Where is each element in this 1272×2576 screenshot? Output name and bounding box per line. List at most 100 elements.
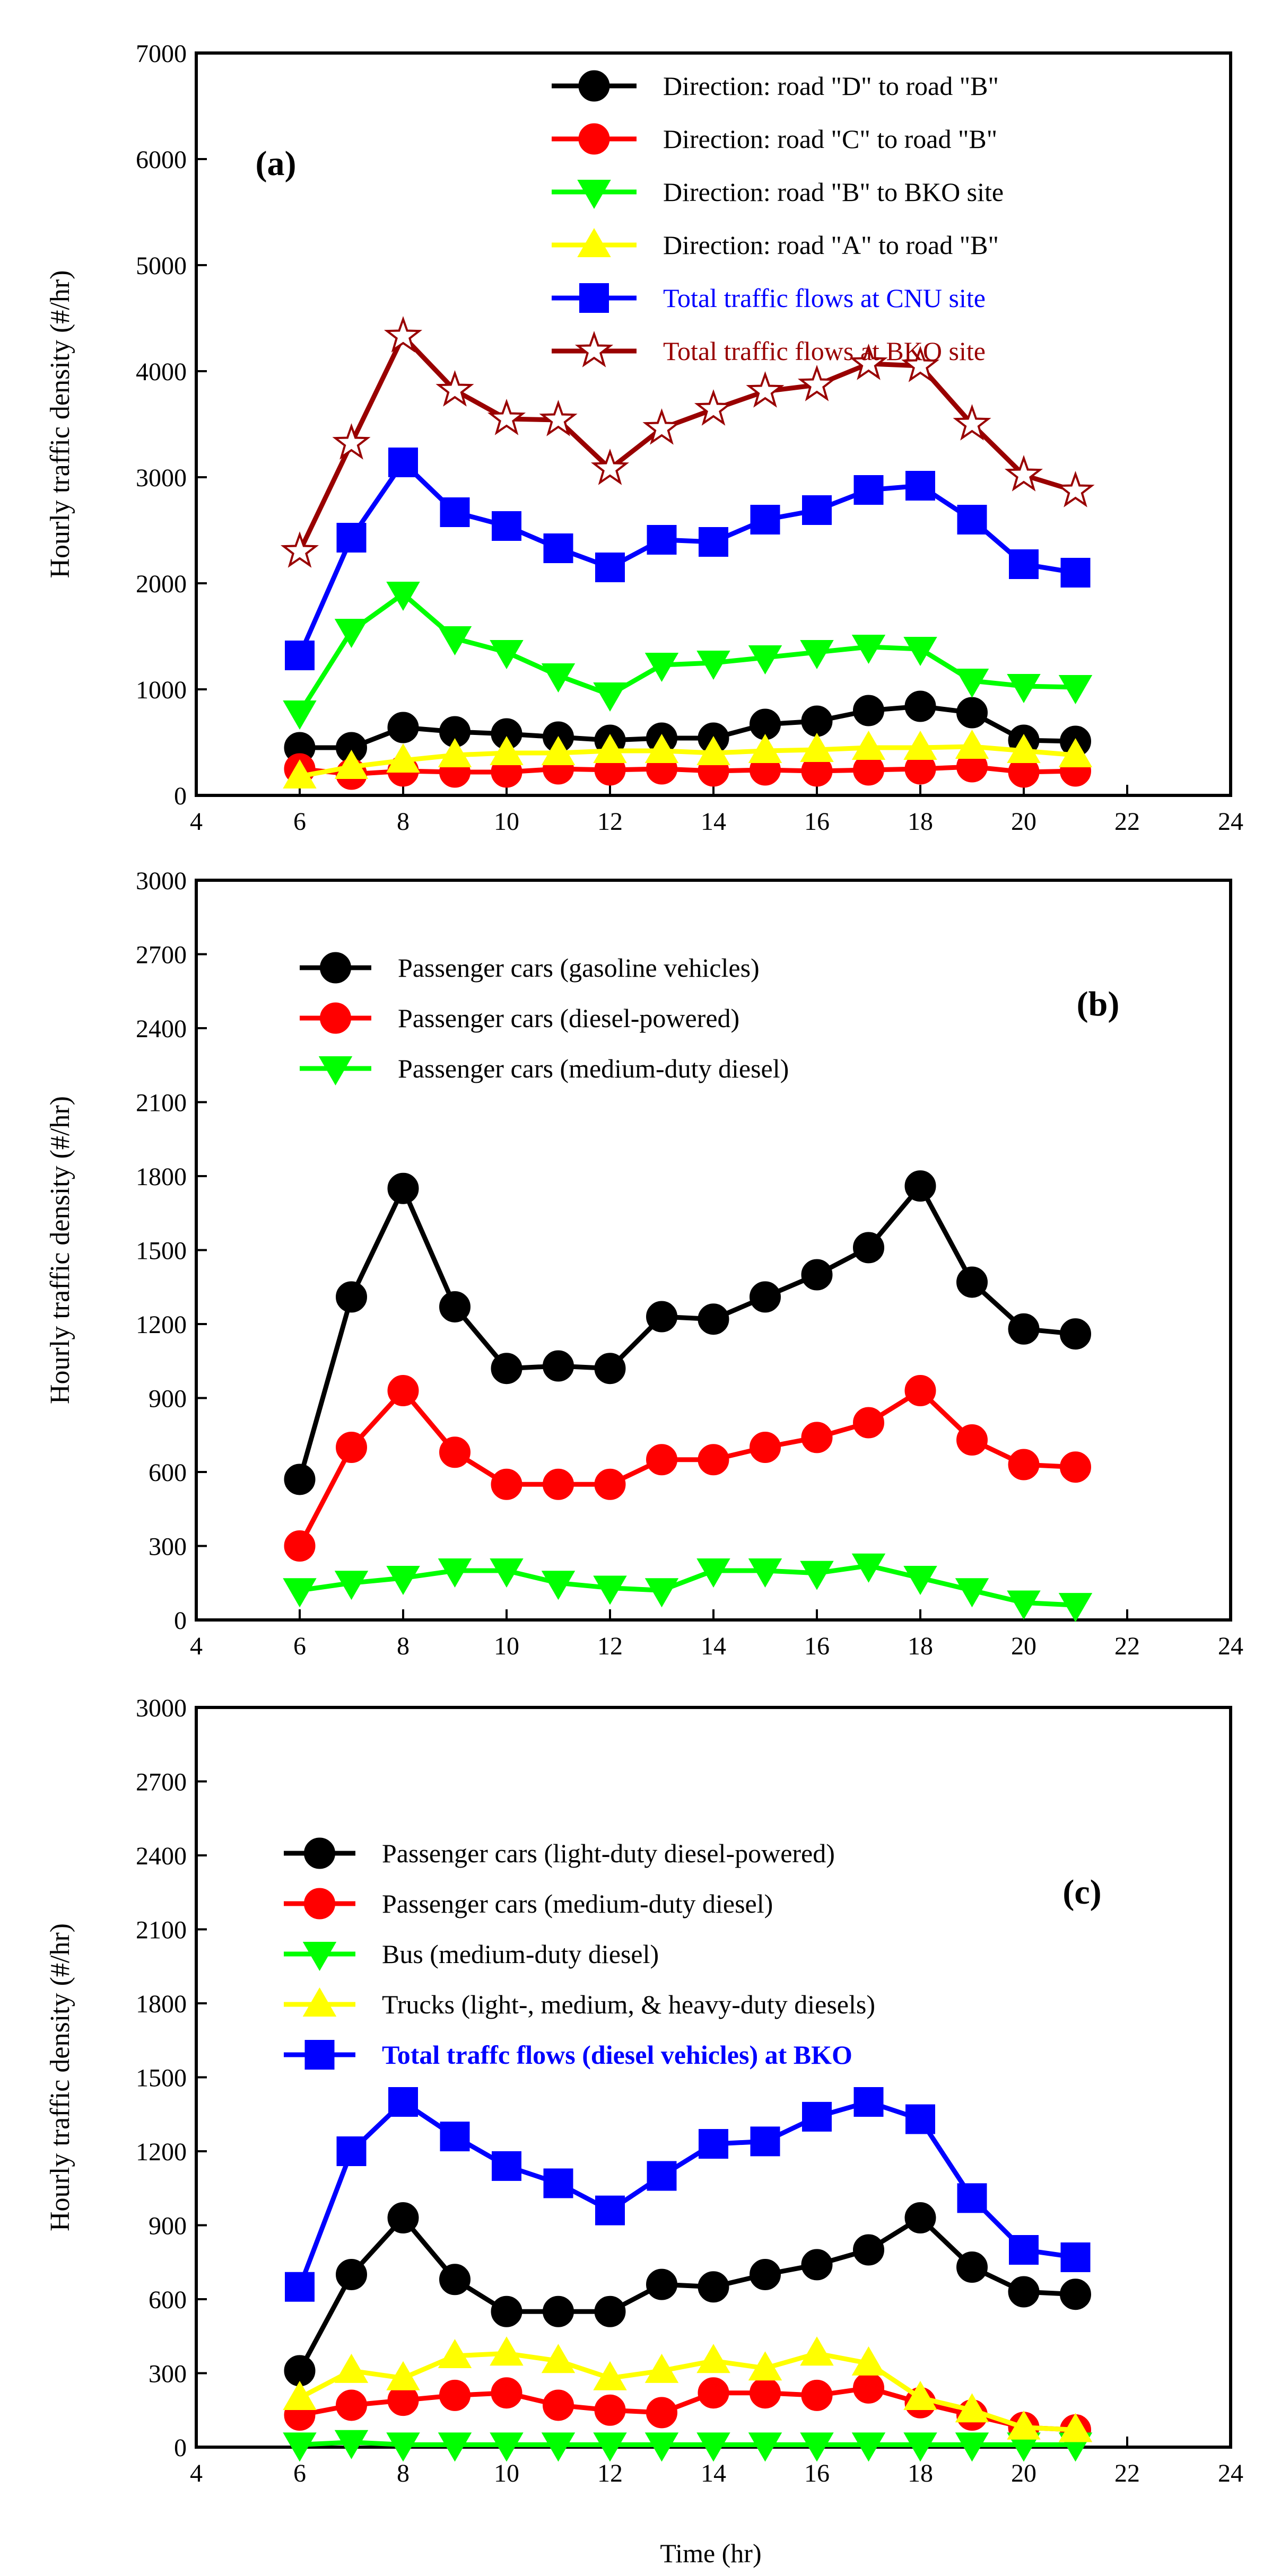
legend-item: Passenger cars (gasoline vehicles) xyxy=(300,952,760,984)
data-point xyxy=(387,712,419,743)
legend-label: Direction: road "C" to road "B" xyxy=(663,124,997,154)
data-point xyxy=(440,2122,470,2152)
legend-marker xyxy=(320,1002,351,1034)
y-tick-label: 7000 xyxy=(136,40,187,68)
data-point xyxy=(802,495,832,525)
data-point xyxy=(280,531,319,568)
series-line xyxy=(299,1563,1076,1608)
data-point xyxy=(283,2432,317,2462)
data-point xyxy=(644,1578,679,1608)
data-point xyxy=(903,2432,937,2462)
series-passenger-cars-diesel-powered xyxy=(284,1375,1091,1562)
x-tick-label: 16 xyxy=(804,808,830,836)
data-point xyxy=(438,1558,472,1588)
data-point xyxy=(388,448,418,477)
panel-a: 4 6 8 10 12 14 16 18 20 22 24 0 1000 2000 3000 4000 5000… xyxy=(45,40,1243,836)
legend-item: Trucks (light-, medium, & heavy-duty die… xyxy=(284,1987,875,2019)
data-point xyxy=(800,640,834,670)
data-point xyxy=(853,2372,884,2404)
data-point xyxy=(543,1350,574,1382)
legend-item: Direction: road "A" to road "B" xyxy=(552,227,999,260)
y-tick-label: 2100 xyxy=(136,1089,187,1117)
x-tick-label: 24 xyxy=(1218,808,1243,836)
data-point xyxy=(699,2129,728,2159)
data-point xyxy=(386,743,420,773)
data-point xyxy=(334,2430,369,2459)
data-point xyxy=(647,525,677,555)
legend-marker xyxy=(578,123,610,155)
data-point xyxy=(1004,454,1043,492)
y-tick-label: 1800 xyxy=(136,1990,187,2018)
data-point xyxy=(541,2432,576,2462)
legend-item: Direction: road "C" to road "B" xyxy=(552,123,997,155)
data-point xyxy=(332,423,371,460)
data-point xyxy=(800,1561,834,1590)
data-point xyxy=(285,641,315,670)
y-axis-title: Hourly traffic density (#/hr) xyxy=(45,270,75,579)
x-tick-label: 10 xyxy=(494,1632,519,1660)
data-point xyxy=(541,663,576,693)
panel-label: (a) xyxy=(256,144,297,183)
data-point xyxy=(387,1375,419,1407)
x-tick-label: 24 xyxy=(1218,2459,1243,2487)
data-point xyxy=(1060,2242,1091,2272)
data-point xyxy=(1008,1449,1040,1480)
data-point xyxy=(801,1422,833,1453)
x-tick-label: 16 xyxy=(804,2459,830,2487)
data-point xyxy=(797,364,837,401)
data-point xyxy=(800,2336,834,2366)
data-point xyxy=(956,1266,988,1298)
panel-label: (c) xyxy=(1062,1873,1101,1912)
y-tick-label: 3000 xyxy=(136,1694,187,1722)
data-point xyxy=(284,1464,316,1495)
data-point xyxy=(1056,470,1095,507)
x-tick-label: 10 xyxy=(494,2459,519,2487)
data-point xyxy=(646,1444,677,1476)
data-point xyxy=(748,733,782,763)
y-tick-label: 600 xyxy=(149,1459,187,1487)
data-point xyxy=(491,1353,522,1385)
data-point xyxy=(801,2379,833,2411)
data-point xyxy=(384,316,423,353)
data-point xyxy=(1007,674,1041,704)
y-tick-label: 2700 xyxy=(136,941,187,969)
data-point xyxy=(491,2295,522,2327)
data-point xyxy=(439,2379,471,2411)
x-axis-title: Time (hr) xyxy=(660,2538,761,2568)
data-point xyxy=(953,404,991,441)
x-tick-label: 6 xyxy=(293,1632,306,1660)
legend-item: Total traffic flows at BKO site xyxy=(552,330,986,367)
data-point xyxy=(699,527,728,557)
data-point xyxy=(955,729,989,759)
data-point xyxy=(334,619,369,649)
series-line xyxy=(300,704,1076,750)
data-point xyxy=(387,2202,419,2234)
data-point xyxy=(904,1170,936,1202)
series-total-traffic-flows-at-bko-site xyxy=(280,316,1095,568)
y-tick-label: 1800 xyxy=(136,1163,187,1191)
data-point xyxy=(336,1281,367,1313)
data-point xyxy=(387,1172,419,1204)
data-point xyxy=(490,640,524,670)
data-point xyxy=(491,1468,522,1500)
data-point xyxy=(284,1530,316,1562)
legend-label: Direction: road "B" to BKO site xyxy=(663,177,1004,207)
x-tick-label: 4 xyxy=(190,1632,203,1660)
data-point xyxy=(386,1565,420,1595)
data-point xyxy=(694,389,733,426)
data-point xyxy=(698,2271,729,2303)
data-point xyxy=(750,2259,781,2290)
data-point xyxy=(438,738,472,767)
data-point xyxy=(490,2432,524,2462)
data-point xyxy=(490,735,524,765)
series-passenger-cars-medium-duty-diesel xyxy=(283,1553,1093,1623)
series-line xyxy=(298,2215,1076,2372)
legend-item: Passenger cars (diesel-powered) xyxy=(300,1002,739,1034)
x-tick-label: 22 xyxy=(1114,1632,1140,1660)
data-point xyxy=(386,2361,420,2390)
data-point xyxy=(283,1578,317,1608)
legend-label: Total traffic flows at BKO site xyxy=(663,336,986,366)
data-point xyxy=(283,700,317,730)
data-point xyxy=(438,2432,472,2462)
data-point xyxy=(438,2338,472,2368)
